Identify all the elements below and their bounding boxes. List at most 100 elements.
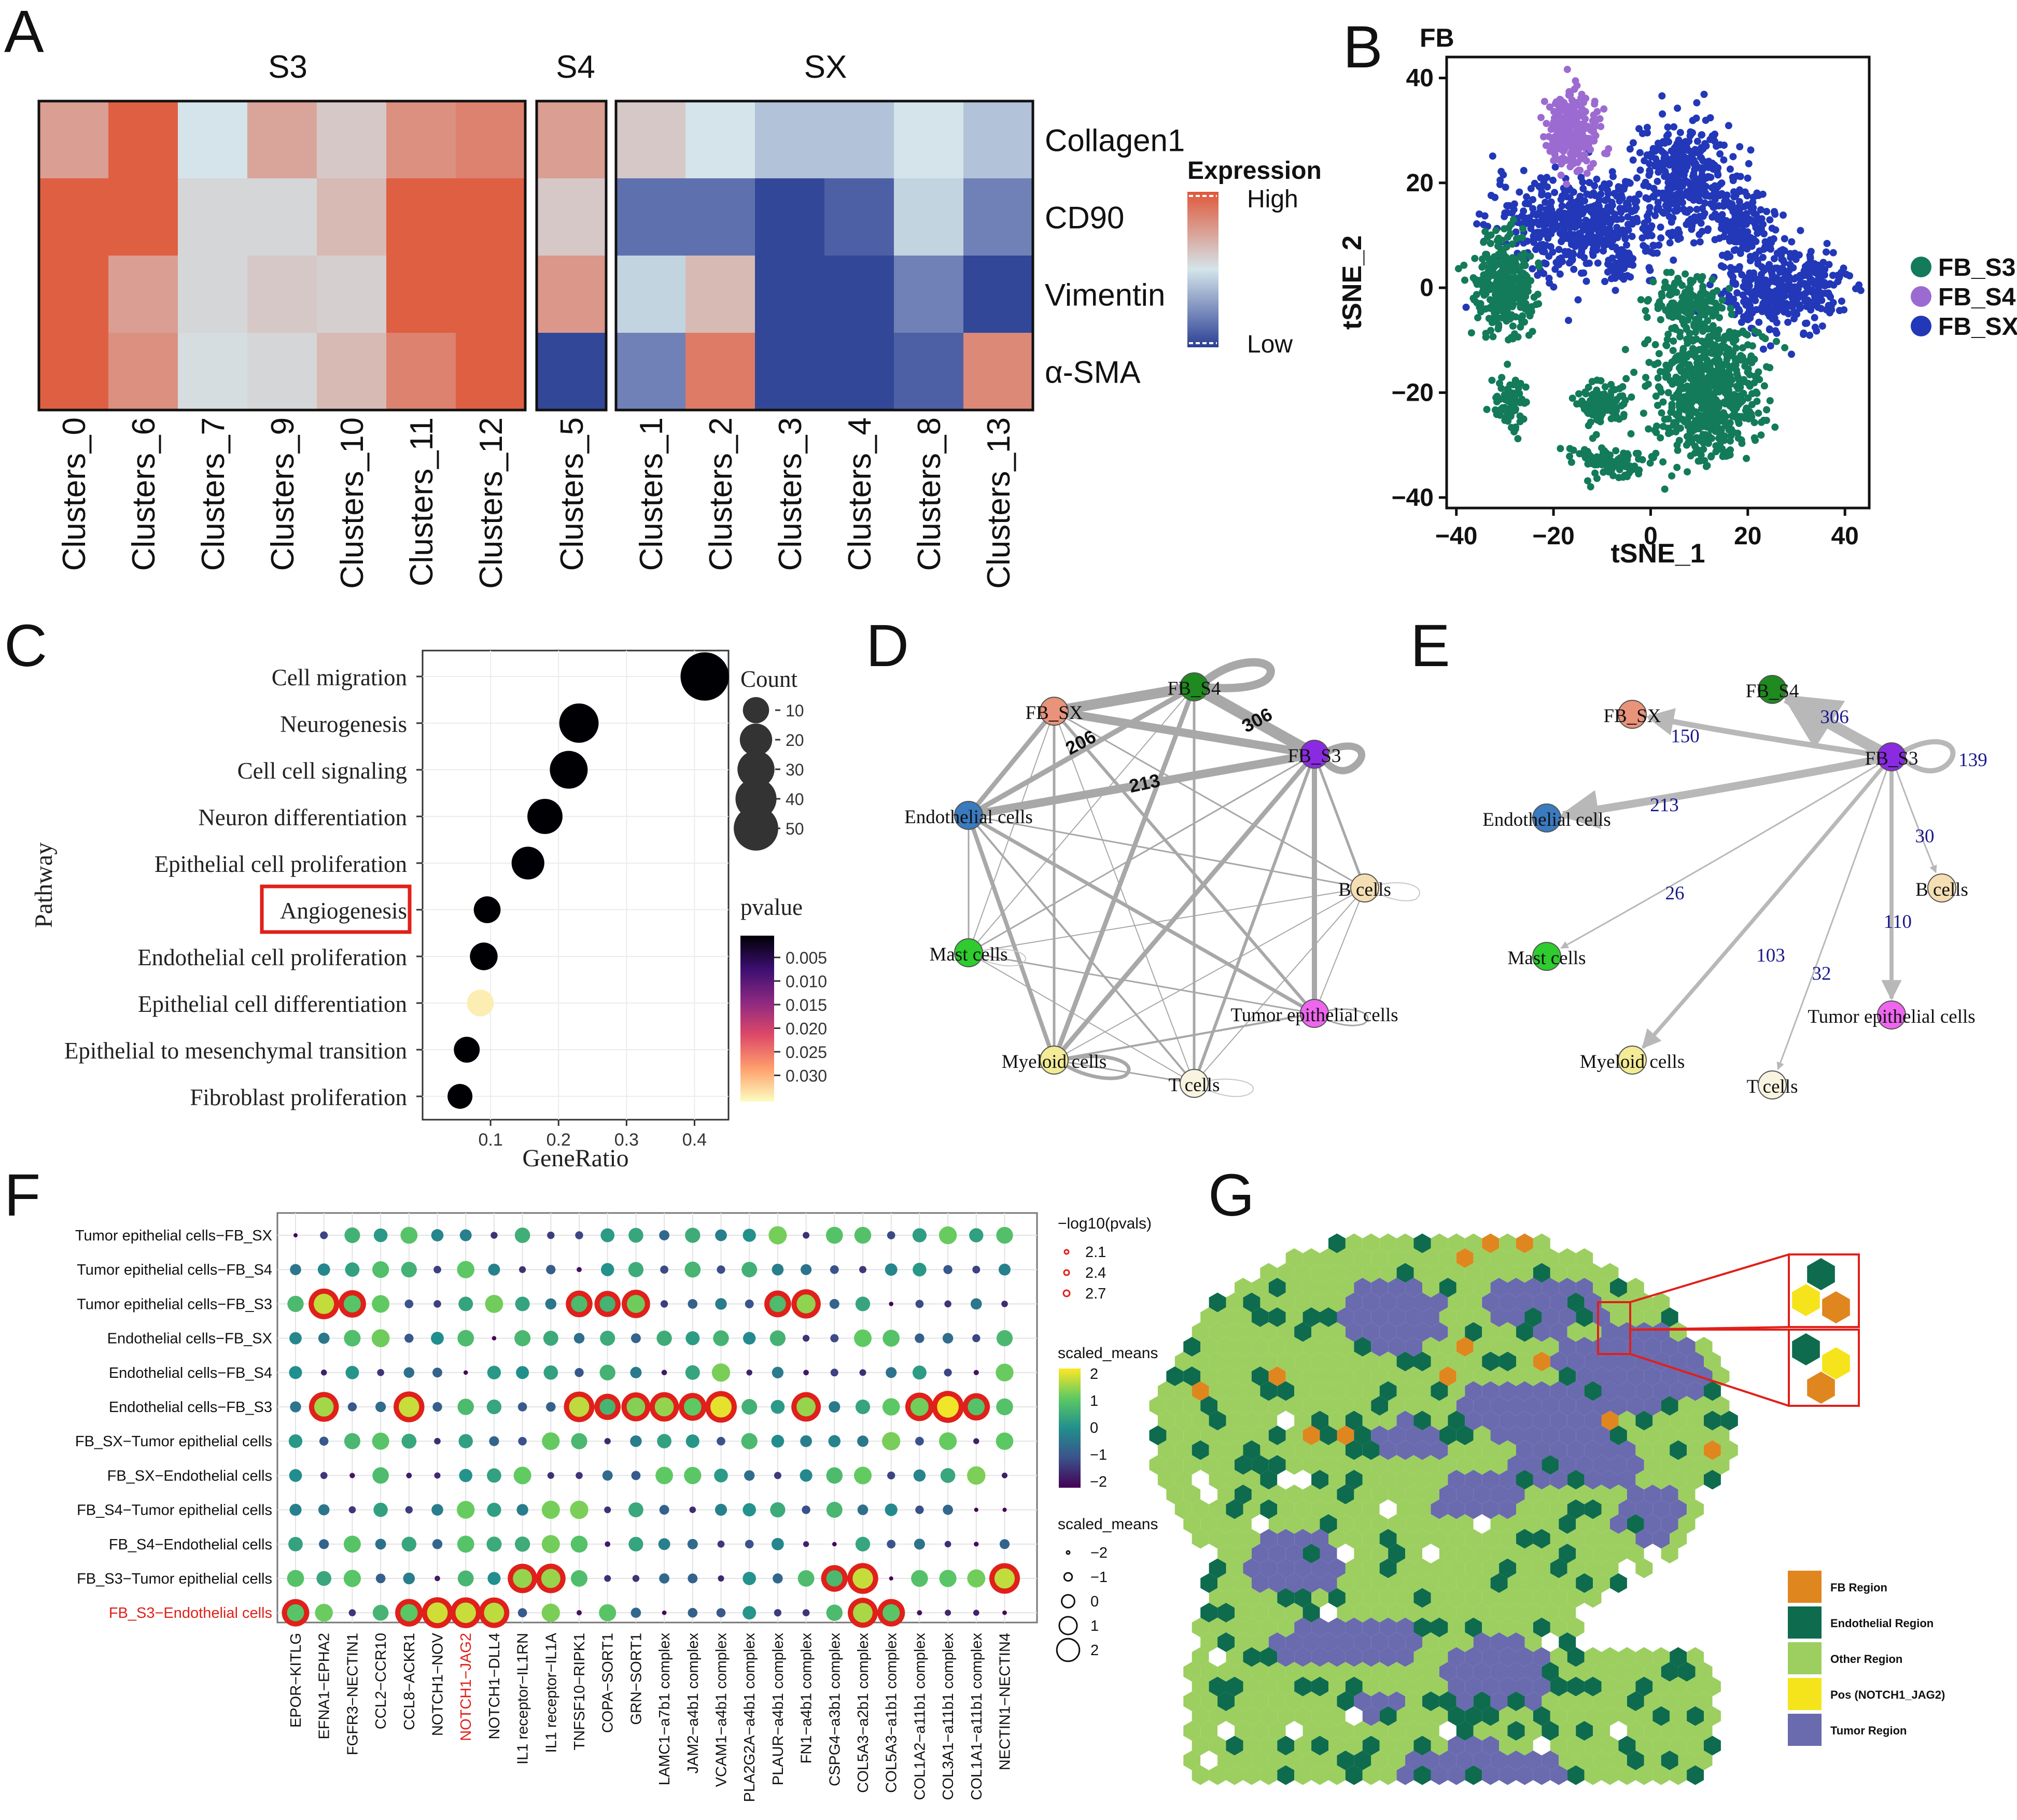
tsne-point xyxy=(1725,426,1733,434)
tsne-point xyxy=(1581,197,1588,205)
hex-spot xyxy=(1277,1499,1295,1519)
node-label: FB_SX xyxy=(1025,702,1083,724)
hex-spot xyxy=(1354,1751,1371,1770)
tsne-point xyxy=(1622,375,1630,383)
network-edge xyxy=(967,814,1056,1061)
tsne-point xyxy=(1582,157,1590,165)
hex-spot xyxy=(1533,1470,1550,1490)
hex-spot xyxy=(1302,1485,1320,1504)
hex-spot xyxy=(1354,1662,1371,1682)
heatmap-cell xyxy=(247,101,317,179)
tsne-point xyxy=(1620,411,1628,418)
tsne-point xyxy=(1705,373,1713,380)
network-edge xyxy=(968,814,1195,1084)
interaction-dot xyxy=(599,1296,615,1312)
hex-spot xyxy=(1490,1603,1508,1623)
interaction-dot xyxy=(605,1541,611,1547)
heatmap-col-label: Clusters_10 xyxy=(334,417,370,589)
interaction-dot xyxy=(599,1399,616,1415)
tsne-point xyxy=(1680,152,1687,160)
hex-spot xyxy=(1567,1381,1585,1401)
tsne-point xyxy=(1570,446,1577,454)
tsne-point xyxy=(1811,280,1819,288)
hex-spot xyxy=(1268,1751,1286,1770)
hex-spot xyxy=(1456,1307,1474,1327)
tsne-point xyxy=(1697,219,1705,227)
interaction-dot xyxy=(457,1535,474,1553)
interaction-dot xyxy=(543,1365,558,1380)
hex-spot xyxy=(1542,1603,1559,1623)
pathway-label: Fibroblast proliferation xyxy=(190,1084,407,1110)
hex-spot xyxy=(1260,1676,1278,1697)
hex-spot xyxy=(1422,1514,1439,1534)
hex-spot xyxy=(1661,1337,1678,1357)
hex-spot xyxy=(1720,1440,1738,1460)
hex-spot xyxy=(1371,1455,1389,1475)
pathway-label: Epithelial to mesenchymal transition xyxy=(64,1038,407,1064)
network-edge xyxy=(1054,1059,1195,1084)
hex-spot xyxy=(1559,1307,1576,1327)
tsne-point xyxy=(1501,225,1508,233)
tsne-point xyxy=(1541,219,1549,227)
hex-spot xyxy=(1670,1647,1687,1667)
tsne-point xyxy=(1727,332,1734,340)
self-loop xyxy=(1200,658,1275,693)
self-loop xyxy=(972,949,1026,967)
interaction-dot xyxy=(685,1365,700,1380)
hex-spot xyxy=(1507,1337,1525,1357)
zoom-line xyxy=(1630,1353,1789,1407)
interaction-dot xyxy=(717,1436,725,1446)
hex-spot xyxy=(1448,1351,1465,1372)
hex-spot xyxy=(1243,1292,1260,1313)
hex-spot xyxy=(1499,1706,1516,1726)
hex-spot xyxy=(1354,1396,1371,1416)
hex-spot xyxy=(1243,1351,1260,1372)
interaction-dot xyxy=(889,1576,893,1581)
tsne-point xyxy=(1682,270,1689,278)
legend-label: FB_SX xyxy=(1938,313,2017,341)
hex-spot xyxy=(1456,1426,1474,1445)
hex-spot xyxy=(1490,1544,1508,1563)
hex-spot xyxy=(1593,1426,1610,1445)
node-label: T cells xyxy=(1747,1076,1798,1097)
hex-spot xyxy=(1217,1426,1235,1445)
hex-spot xyxy=(1345,1676,1363,1697)
hex-spot xyxy=(1192,1706,1209,1726)
interaction-dot xyxy=(830,1368,838,1377)
interaction-dot xyxy=(513,1569,533,1588)
count-legend-dot xyxy=(743,697,769,724)
node-label: FB_S3 xyxy=(1288,745,1341,767)
hex-spot xyxy=(1311,1440,1328,1460)
network-edge xyxy=(1559,753,1893,829)
tsne-point xyxy=(1660,209,1668,217)
tsne-point xyxy=(1658,292,1666,300)
hex-spot xyxy=(1285,1337,1303,1357)
hex-spot xyxy=(1601,1351,1619,1372)
hex-spot xyxy=(1465,1499,1482,1519)
heatmap-cell xyxy=(247,333,317,411)
hex-spot xyxy=(1413,1440,1431,1460)
tsne-point xyxy=(1692,408,1700,416)
tsne-point xyxy=(1715,401,1722,408)
tsne-point xyxy=(1718,212,1726,220)
hex-spot xyxy=(1311,1765,1328,1785)
interaction-dot xyxy=(826,1604,843,1621)
tsne-point xyxy=(1618,246,1626,253)
hex-spot xyxy=(1226,1558,1243,1578)
tsne-point xyxy=(1762,417,1770,424)
hex-spot xyxy=(1465,1322,1482,1342)
tsne-point xyxy=(1648,222,1656,230)
tsne-point xyxy=(1755,217,1762,224)
hex-spot xyxy=(1285,1455,1303,1475)
hex-spot xyxy=(1226,1617,1243,1638)
interaction-dot xyxy=(661,1370,667,1376)
tsne-point xyxy=(1710,377,1718,385)
tsne-point xyxy=(1595,196,1603,204)
tsne-point xyxy=(1498,374,1506,382)
hex-spot xyxy=(1371,1426,1389,1445)
hex-spot xyxy=(1456,1485,1474,1504)
hex-spot xyxy=(1524,1544,1542,1563)
hex-spot xyxy=(1345,1736,1363,1756)
tsne-point xyxy=(1785,266,1793,274)
hex-spot xyxy=(1635,1676,1653,1697)
